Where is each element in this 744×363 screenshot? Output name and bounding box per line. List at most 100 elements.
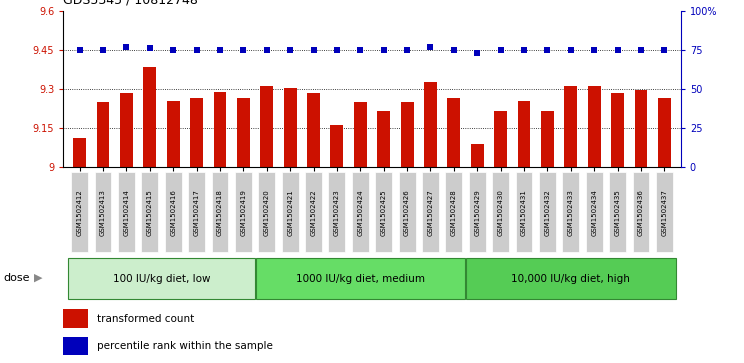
FancyBboxPatch shape bbox=[188, 172, 205, 252]
Point bbox=[74, 47, 86, 53]
FancyBboxPatch shape bbox=[586, 172, 603, 252]
Bar bbox=[97, 102, 109, 167]
Bar bbox=[260, 86, 273, 167]
Text: GSM1502412: GSM1502412 bbox=[77, 189, 83, 236]
FancyBboxPatch shape bbox=[141, 172, 158, 252]
FancyBboxPatch shape bbox=[352, 172, 369, 252]
Bar bbox=[565, 86, 577, 167]
Bar bbox=[354, 102, 367, 167]
FancyBboxPatch shape bbox=[446, 172, 462, 252]
Text: ▶: ▶ bbox=[34, 273, 43, 283]
FancyBboxPatch shape bbox=[516, 172, 533, 252]
FancyBboxPatch shape bbox=[375, 172, 392, 252]
Bar bbox=[588, 86, 600, 167]
FancyBboxPatch shape bbox=[235, 172, 251, 252]
Point bbox=[331, 47, 343, 53]
Text: 1000 IU/kg diet, medium: 1000 IU/kg diet, medium bbox=[296, 274, 425, 284]
FancyBboxPatch shape bbox=[539, 172, 556, 252]
Point bbox=[658, 47, 670, 53]
Bar bbox=[494, 111, 507, 167]
Text: GSM1502429: GSM1502429 bbox=[474, 189, 481, 236]
Point bbox=[284, 47, 296, 53]
Bar bbox=[541, 111, 554, 167]
Point bbox=[612, 47, 623, 53]
Point bbox=[144, 45, 155, 51]
Text: GSM1502418: GSM1502418 bbox=[217, 189, 223, 236]
Text: percentile rank within the sample: percentile rank within the sample bbox=[97, 341, 273, 351]
Bar bbox=[283, 87, 297, 167]
Bar bbox=[635, 90, 647, 167]
FancyBboxPatch shape bbox=[118, 172, 135, 252]
Point bbox=[261, 47, 273, 53]
Text: GSM1502437: GSM1502437 bbox=[661, 189, 667, 236]
Text: GSM1502413: GSM1502413 bbox=[100, 189, 106, 236]
Text: GSM1502425: GSM1502425 bbox=[381, 189, 387, 236]
FancyBboxPatch shape bbox=[94, 172, 112, 252]
Text: GSM1502427: GSM1502427 bbox=[428, 189, 434, 236]
Bar bbox=[63, 309, 88, 328]
Point bbox=[425, 44, 437, 50]
Bar bbox=[144, 67, 156, 167]
Point bbox=[307, 47, 319, 53]
Text: GSM1502422: GSM1502422 bbox=[310, 189, 316, 236]
Text: 10,000 IU/kg diet, high: 10,000 IU/kg diet, high bbox=[511, 274, 630, 284]
Text: GSM1502415: GSM1502415 bbox=[147, 189, 153, 236]
Point bbox=[354, 47, 366, 53]
Text: GSM1502414: GSM1502414 bbox=[124, 189, 129, 236]
Bar bbox=[63, 337, 88, 355]
Bar bbox=[167, 101, 179, 167]
FancyBboxPatch shape bbox=[282, 172, 298, 252]
Bar bbox=[518, 101, 530, 167]
FancyBboxPatch shape bbox=[422, 172, 439, 252]
FancyBboxPatch shape bbox=[466, 258, 676, 299]
Text: GDS5345 / 10812748: GDS5345 / 10812748 bbox=[63, 0, 198, 6]
Bar bbox=[424, 82, 437, 167]
Bar bbox=[214, 91, 226, 167]
Bar bbox=[471, 144, 484, 167]
Text: GSM1502421: GSM1502421 bbox=[287, 189, 293, 236]
Point bbox=[565, 47, 577, 53]
Text: transformed count: transformed count bbox=[97, 314, 194, 323]
Text: GSM1502416: GSM1502416 bbox=[170, 189, 176, 236]
Point bbox=[214, 47, 226, 53]
FancyBboxPatch shape bbox=[562, 172, 580, 252]
Text: dose: dose bbox=[4, 273, 31, 283]
FancyBboxPatch shape bbox=[71, 172, 88, 252]
Bar bbox=[447, 98, 461, 167]
Bar bbox=[190, 98, 203, 167]
Text: GSM1502436: GSM1502436 bbox=[638, 189, 644, 236]
Text: GSM1502420: GSM1502420 bbox=[263, 189, 270, 236]
Bar bbox=[330, 125, 343, 167]
Point bbox=[589, 47, 600, 53]
Bar bbox=[377, 111, 390, 167]
Point bbox=[471, 50, 483, 56]
Text: GSM1502430: GSM1502430 bbox=[498, 189, 504, 236]
Text: GSM1502426: GSM1502426 bbox=[404, 189, 410, 236]
Point bbox=[97, 47, 109, 53]
Point bbox=[495, 47, 507, 53]
Point bbox=[167, 47, 179, 53]
Point bbox=[448, 47, 460, 53]
FancyBboxPatch shape bbox=[399, 172, 415, 252]
Point bbox=[542, 47, 554, 53]
Text: GSM1502432: GSM1502432 bbox=[545, 189, 551, 236]
Text: 100 IU/kg diet, low: 100 IU/kg diet, low bbox=[113, 274, 211, 284]
Text: GSM1502428: GSM1502428 bbox=[451, 189, 457, 236]
Point bbox=[518, 47, 530, 53]
FancyBboxPatch shape bbox=[609, 172, 626, 252]
FancyBboxPatch shape bbox=[255, 258, 465, 299]
Text: GSM1502435: GSM1502435 bbox=[615, 189, 620, 236]
Text: GSM1502431: GSM1502431 bbox=[521, 189, 527, 236]
Bar bbox=[73, 138, 86, 167]
Point bbox=[190, 47, 202, 53]
Point bbox=[237, 47, 249, 53]
Text: GSM1502433: GSM1502433 bbox=[568, 189, 574, 236]
FancyBboxPatch shape bbox=[656, 172, 673, 252]
Point bbox=[635, 47, 647, 53]
Bar bbox=[401, 102, 414, 167]
FancyBboxPatch shape bbox=[211, 172, 228, 252]
Point bbox=[401, 47, 413, 53]
Bar bbox=[120, 93, 133, 167]
Text: GSM1502417: GSM1502417 bbox=[193, 189, 199, 236]
Text: GSM1502424: GSM1502424 bbox=[357, 189, 363, 236]
